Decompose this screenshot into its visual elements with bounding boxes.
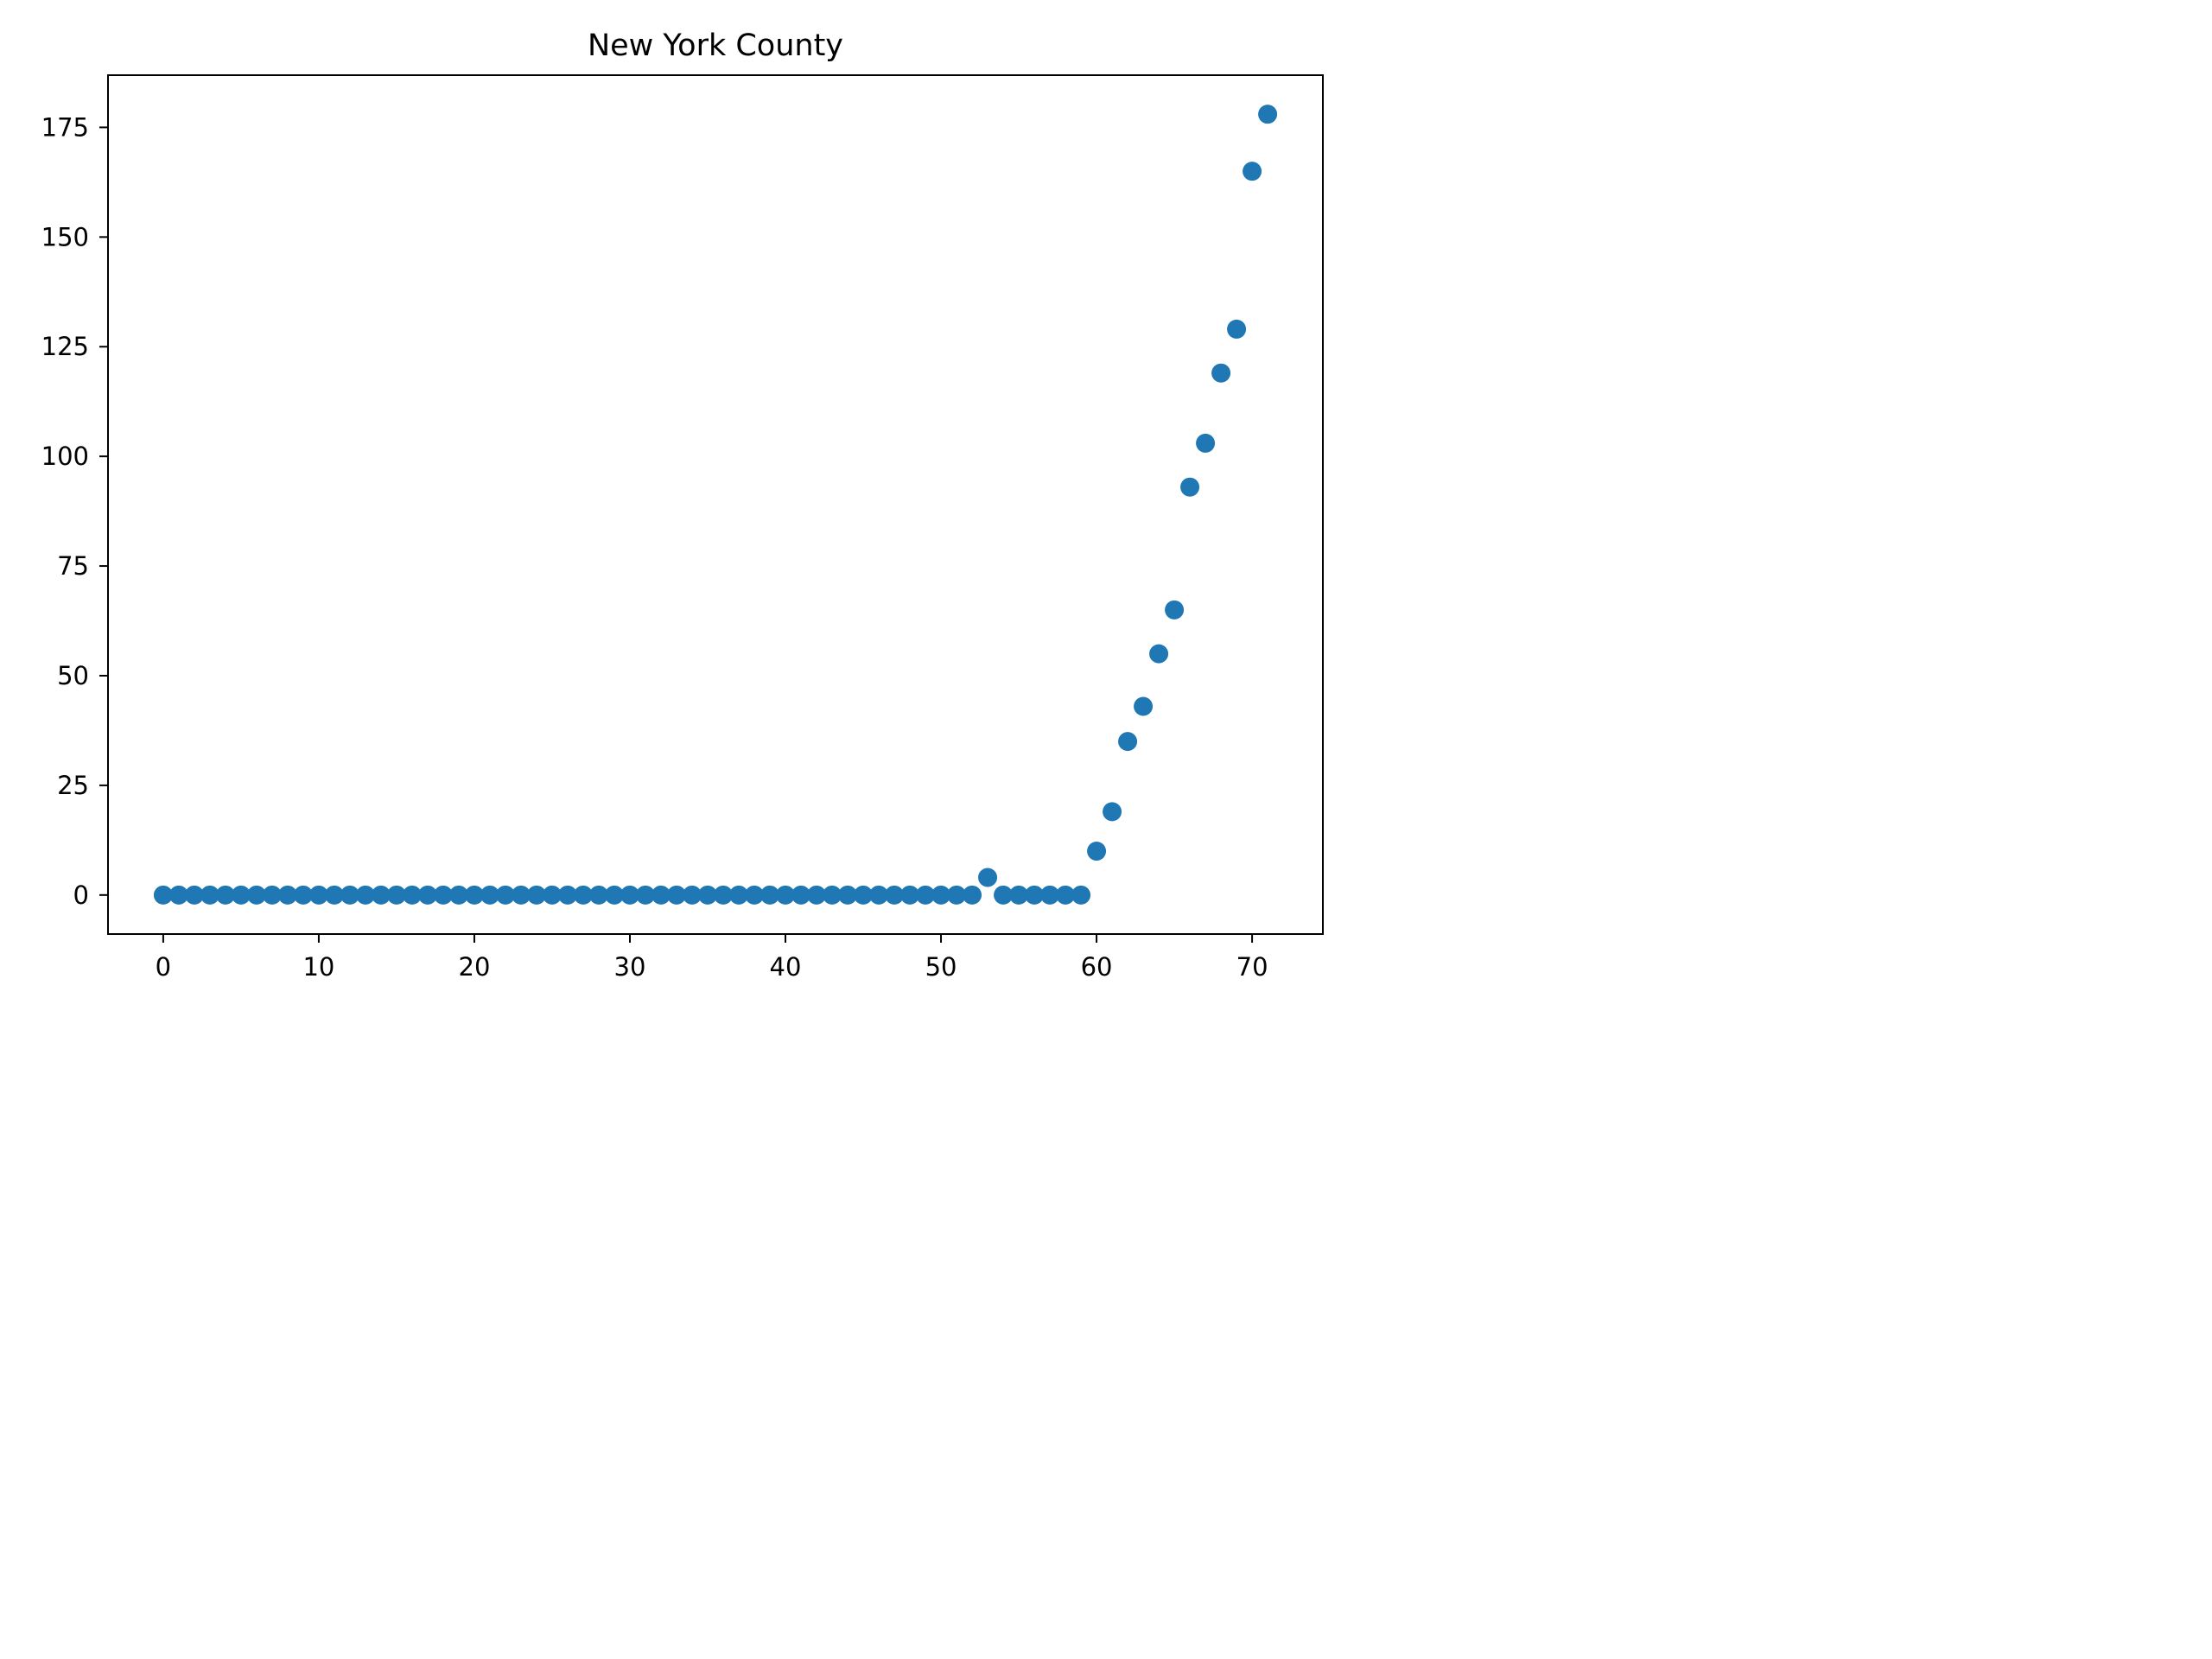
data-point: [947, 885, 967, 905]
data-point: [557, 885, 577, 905]
x-tick-label: 0: [156, 952, 171, 982]
data-point: [1040, 885, 1060, 905]
data-point: [184, 885, 204, 905]
data-point: [1149, 644, 1169, 664]
data-point: [1243, 162, 1262, 181]
data-point: [604, 885, 624, 905]
data-point: [1087, 842, 1107, 861]
data-point: [838, 885, 858, 905]
data-point: [1211, 363, 1231, 383]
y-tick-label: 0: [73, 880, 89, 910]
data-point: [760, 885, 780, 905]
y-tick-label: 150: [41, 222, 89, 251]
data-point: [1103, 802, 1122, 822]
y-tick-label: 75: [57, 551, 89, 581]
data-point: [1025, 885, 1045, 905]
data-point: [978, 868, 998, 887]
data-point: [542, 885, 562, 905]
y-tick-label: 50: [57, 661, 89, 690]
x-tick-label: 40: [770, 952, 802, 982]
x-tick-label: 70: [1236, 952, 1268, 982]
data-point: [729, 885, 749, 905]
data-point: [745, 885, 765, 905]
data-point: [1134, 696, 1154, 716]
data-point: [588, 885, 608, 905]
data-point: [823, 885, 842, 905]
data-point: [200, 885, 219, 905]
data-point: [682, 885, 702, 905]
data-point: [324, 885, 344, 905]
data-point: [386, 885, 406, 905]
data-point: [635, 885, 655, 905]
data-point: [916, 885, 936, 905]
data-point: [308, 885, 328, 905]
data-point: [526, 885, 546, 905]
data-point: [900, 885, 920, 905]
y-tick-label: 175: [41, 112, 89, 142]
data-point: [277, 885, 297, 905]
y-axis: 0 25 50 75 100 125 150 175: [41, 112, 108, 910]
data-point: [1258, 105, 1278, 124]
data-point: [1196, 433, 1216, 453]
data-point: [1009, 885, 1029, 905]
data-point: [1056, 885, 1076, 905]
data-point: [511, 885, 531, 905]
x-tick-label: 10: [302, 952, 334, 982]
data-point: [464, 885, 484, 905]
data-point: [666, 885, 686, 905]
data-point: [697, 885, 717, 905]
x-tick-label: 30: [614, 952, 646, 982]
data-point: [1118, 732, 1138, 752]
data-point: [1227, 319, 1247, 339]
data-point: [994, 885, 1014, 905]
data-point: [433, 885, 453, 905]
data-point: [1071, 885, 1091, 905]
data-point: [371, 885, 391, 905]
data-point: [448, 885, 468, 905]
chart-title: New York County: [588, 29, 843, 63]
data-point: [231, 885, 251, 905]
data-point: [355, 885, 375, 905]
data-point: [807, 885, 827, 905]
x-tick-label: 50: [925, 952, 957, 982]
x-tick-label: 60: [1081, 952, 1113, 982]
data-point: [963, 885, 982, 905]
data-point: [480, 885, 499, 905]
data-points: [153, 105, 1278, 905]
plot-frame: [107, 74, 1324, 935]
data-point: [168, 885, 188, 905]
data-point: [402, 885, 422, 905]
data-point: [293, 885, 313, 905]
data-point: [651, 885, 671, 905]
y-tick-label: 125: [41, 332, 89, 361]
data-point: [885, 885, 905, 905]
data-point: [246, 885, 266, 905]
data-point: [495, 885, 515, 905]
data-point: [714, 885, 734, 905]
data-point: [262, 885, 282, 905]
data-point: [791, 885, 811, 905]
data-point: [931, 885, 951, 905]
y-tick-label: 100: [41, 442, 89, 471]
x-axis: 0 10 20 30 40 50 60 70: [156, 934, 1268, 982]
scatter-chart: New York County 0 25 50 75 100 125 150 175 0 10 2…: [41, 29, 1324, 982]
y-tick-label: 25: [57, 771, 89, 800]
data-point: [417, 885, 437, 905]
data-point: [854, 885, 874, 905]
data-point: [620, 885, 639, 905]
data-point: [869, 885, 889, 905]
data-point: [776, 885, 796, 905]
x-tick-label: 20: [459, 952, 491, 982]
data-point: [340, 885, 359, 905]
data-point: [1165, 600, 1185, 620]
data-point: [1180, 477, 1200, 497]
data-point: [215, 885, 235, 905]
data-point: [573, 885, 593, 905]
data-point: [153, 885, 173, 905]
